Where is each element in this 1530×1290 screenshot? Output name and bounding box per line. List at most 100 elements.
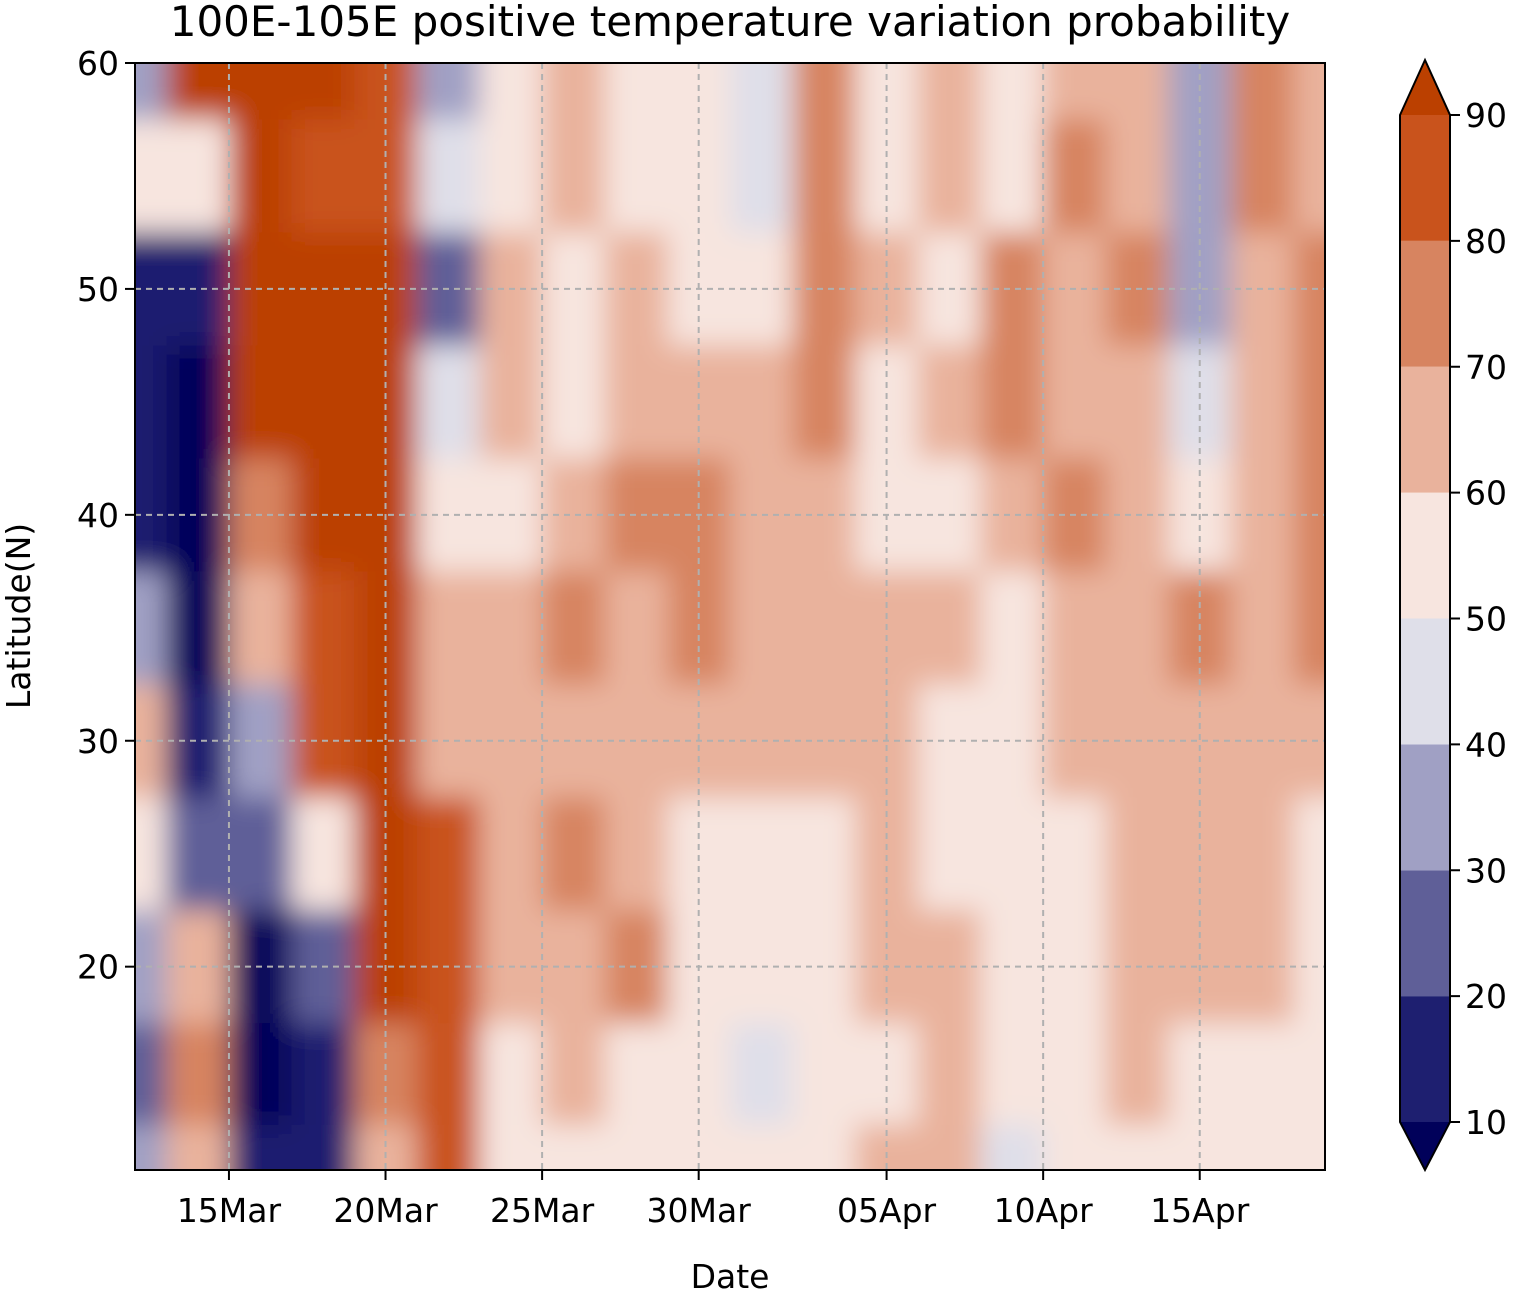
field-cell — [980, 910, 1045, 1025]
field-cell — [1043, 571, 1107, 686]
chart-title: 100E-105E positive temperature variation… — [170, 0, 1291, 46]
field-cell — [1293, 63, 1325, 121]
field-cell — [1043, 797, 1107, 912]
field-cell — [980, 119, 1045, 234]
x-tick-label: 15Apr — [1150, 1191, 1250, 1230]
y-axis: 20 30 40 50 60 — [77, 44, 135, 987]
colorbar-band — [1400, 618, 1450, 745]
field-cell — [1105, 797, 1170, 912]
field-cell — [1105, 1124, 1170, 1170]
field-cell — [667, 1124, 731, 1170]
field-cell — [354, 1124, 418, 1170]
field-cell — [980, 1023, 1045, 1126]
field-cell — [291, 797, 356, 912]
plot-area — [135, 63, 1325, 1170]
field-cell — [604, 345, 669, 460]
field-cell — [1043, 63, 1107, 121]
field-cell — [542, 458, 606, 573]
colorbar-band — [1400, 744, 1450, 871]
field-cell — [291, 119, 356, 234]
field-cell — [542, 345, 606, 460]
x-tick-label: 25Mar — [490, 1191, 595, 1230]
x-axis-label: Date — [691, 1257, 770, 1290]
field-cell — [416, 345, 481, 460]
field-cell — [228, 1124, 293, 1170]
field-cell — [166, 1023, 230, 1126]
field-cell — [166, 571, 230, 686]
field-cell — [1043, 345, 1107, 460]
field-cell — [166, 119, 230, 234]
y-tick-label: 50 — [77, 270, 119, 309]
field-cell — [980, 571, 1045, 686]
field-cell — [166, 910, 230, 1025]
field-cell — [917, 1023, 982, 1126]
y-tick-label: 60 — [77, 44, 119, 83]
colorbar-tick-label: 30 — [1465, 851, 1507, 890]
field-cell — [479, 345, 544, 460]
field-cell — [1043, 1023, 1107, 1126]
field-cell — [730, 119, 794, 234]
field-cell — [792, 797, 857, 912]
field-cell — [291, 571, 356, 686]
field-cell — [1168, 1124, 1233, 1170]
field-cell — [980, 684, 1045, 799]
field-cell — [166, 232, 230, 347]
x-axis: 15Mar 20Mar 25Mar 30Mar 05Apr 10Apr 15Apr — [177, 1170, 1250, 1230]
field-cell — [479, 63, 544, 121]
field-cell — [479, 119, 544, 234]
field-cell — [792, 1124, 857, 1170]
field-cell — [479, 1023, 544, 1126]
y-axis-label: Latitude(N) — [0, 523, 38, 709]
field-cell — [1231, 571, 1295, 686]
field-cell — [792, 63, 857, 121]
colorbar-band — [1400, 240, 1450, 367]
y-tick-label: 40 — [77, 496, 119, 535]
field-cell — [1293, 345, 1325, 460]
field-cell — [792, 684, 857, 799]
field-cell — [604, 232, 669, 347]
field-cell — [416, 571, 481, 686]
field-cell — [542, 797, 606, 912]
field-cell — [730, 797, 794, 912]
field-cell — [1231, 345, 1295, 460]
field-cell — [1105, 345, 1170, 460]
field-cell — [792, 571, 857, 686]
field-cell — [1231, 119, 1295, 234]
field-cell — [166, 684, 230, 799]
field-cell — [917, 571, 982, 686]
field-cell — [855, 1124, 919, 1170]
colorbar-tick-label: 90 — [1465, 96, 1507, 135]
field-cell — [980, 797, 1045, 912]
field-cell — [228, 345, 293, 460]
x-tick-label: 10Apr — [994, 1191, 1094, 1230]
colorbar-extend-min — [1400, 1122, 1450, 1170]
y-tick-label: 30 — [77, 722, 119, 761]
field-cell — [604, 1124, 669, 1170]
field-cell — [917, 345, 982, 460]
field-cell — [604, 684, 669, 799]
field-cell — [542, 571, 606, 686]
field-cell — [980, 345, 1045, 460]
field-cell — [291, 1023, 356, 1126]
field-cell — [416, 1124, 481, 1170]
field-cell — [1043, 119, 1107, 234]
field-cell — [1043, 1124, 1107, 1170]
field-cell — [416, 63, 481, 121]
field-cell — [980, 63, 1045, 121]
field-cell — [604, 63, 669, 121]
field-cell — [792, 910, 857, 1025]
field-cell — [792, 345, 857, 460]
x-tick-label: 30Mar — [647, 1191, 752, 1230]
field-cell — [1105, 119, 1170, 234]
field-cell — [980, 1124, 1045, 1170]
field-cell — [917, 797, 982, 912]
field-cell — [228, 571, 293, 686]
colorbar-tick-label: 40 — [1465, 725, 1507, 764]
field-cell — [917, 1124, 982, 1170]
field-cell — [980, 458, 1045, 573]
field-cell — [542, 119, 606, 234]
colorbar: 10 20 30 40 50 60 70 80 90 — [1399, 57, 1507, 1173]
field-cell — [917, 63, 982, 121]
field-cell — [1293, 458, 1325, 573]
